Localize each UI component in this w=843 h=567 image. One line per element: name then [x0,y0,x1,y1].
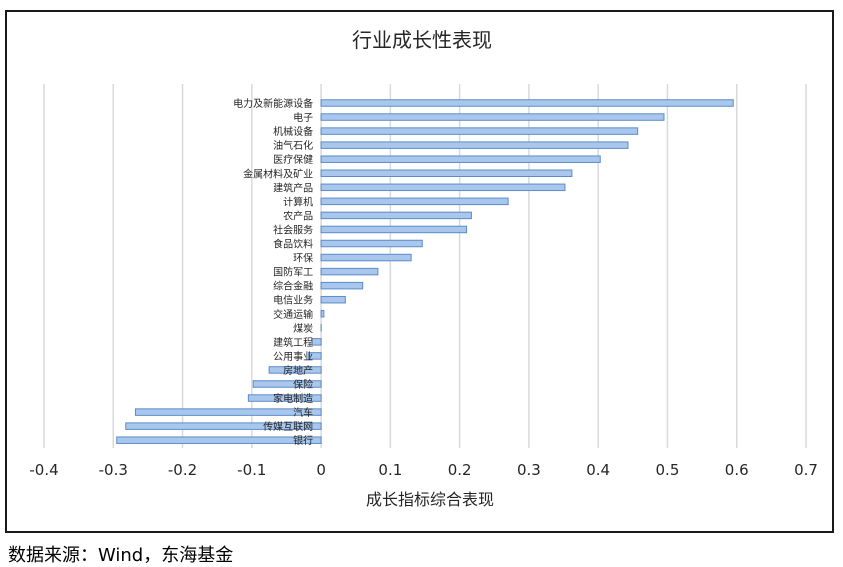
x-tick-label: 0.2 [448,461,472,479]
x-tick-label: -0.4 [29,461,58,479]
x-axis-title: 成长指标综合表现 [366,490,494,509]
source-note: 数据来源：Wind，东海基金 [8,545,234,566]
category-label: 社会服务 [273,223,313,236]
bar [268,366,322,374]
bar [247,394,322,402]
x-tick-label: -0.1 [237,461,266,479]
category-label: 保险 [293,378,313,391]
category-label: 环保 [293,252,313,265]
x-tick-labels: -0.4 -0.3 -0.2 -0.1 0 0.1 0.2 0.3 0.4 0.5 0.6 0.7 [29,461,818,479]
x-tick-label: 0.1 [378,461,402,479]
bar [320,267,379,276]
category-label: 金属材料及矿业 [243,167,313,180]
category-label: 电子 [293,111,313,124]
bar [252,380,322,388]
bar [320,310,325,318]
bar [320,253,412,262]
bar [320,169,573,177]
category-label: 家电制造 [273,392,313,405]
chart-frame: 行业成长性表现 电力及新能源设备 电子 机械设备 油气石化 医疗保健 金属材料及矿业 建筑产… [5,10,834,533]
category-label: 交通运输 [273,308,313,321]
bar [320,197,509,206]
bar [320,239,423,248]
bar [320,281,364,290]
category-label: 建筑产品 [273,181,313,194]
bar [320,155,601,163]
category-label: 农产品 [283,209,313,222]
x-tick-label: -0.3 [99,461,128,479]
bar [320,211,472,220]
x-tick-label: 0 [316,461,326,479]
x-tick-label: 0.3 [517,461,541,479]
category-label: 计算机 [283,195,313,208]
category-label: 食品饮料 [273,238,313,251]
category-label: 综合金融 [273,280,313,293]
category-labels: 电力及新能源设备电子机械设备油气石化医疗保健金属材料及矿业建筑产品计算机农产品社… [233,97,313,447]
bar [311,338,322,346]
bar [116,436,322,444]
bar [320,141,629,149]
category-label: 国防军工 [273,266,313,279]
category-label: 医疗保健 [273,153,313,166]
bar [320,127,639,135]
category-label: 房地产 [283,364,313,377]
x-tick-label: 0.5 [656,461,680,479]
x-tick-label: 0.4 [586,461,610,479]
x-tick-label: 0.6 [725,461,749,479]
category-label: 银行 [293,434,313,447]
category-label: 公用事业 [273,350,313,363]
bar [320,99,734,107]
bar [320,113,665,121]
category-label: 电力及新能源设备 [233,97,313,110]
category-label: 建筑工程 [273,336,313,349]
chart-title: 行业成长性表现 [352,28,492,52]
bar [320,183,566,192]
x-tick-label: -0.2 [168,461,197,479]
category-label: 汽车 [293,406,313,419]
category-label: 油气石化 [273,139,313,152]
bars [116,99,734,444]
category-label: 煤炭 [293,322,313,335]
gridlines [43,84,807,448]
bar [125,422,322,430]
bar [320,225,468,234]
bar [320,295,346,304]
category-label: 传媒互联网 [263,421,313,433]
bar [134,408,322,416]
bar-chart: 行业成长性表现 电力及新能源设备电子机械设备油气石化医疗保健金属材料及矿业建筑产… [29,28,818,509]
category-label: 机械设备 [273,125,313,138]
bar [308,352,322,360]
x-tick-label: 0.7 [794,461,818,479]
category-label: 电信业务 [273,294,313,307]
